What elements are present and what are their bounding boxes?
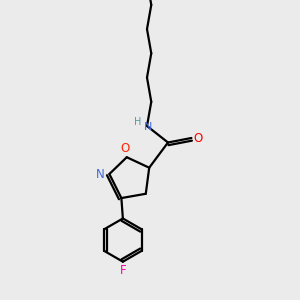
Text: N: N xyxy=(144,122,153,133)
Text: F: F xyxy=(120,264,126,277)
Text: O: O xyxy=(194,131,202,145)
Text: O: O xyxy=(121,142,130,155)
Text: N: N xyxy=(95,167,104,181)
Text: H: H xyxy=(134,117,141,128)
